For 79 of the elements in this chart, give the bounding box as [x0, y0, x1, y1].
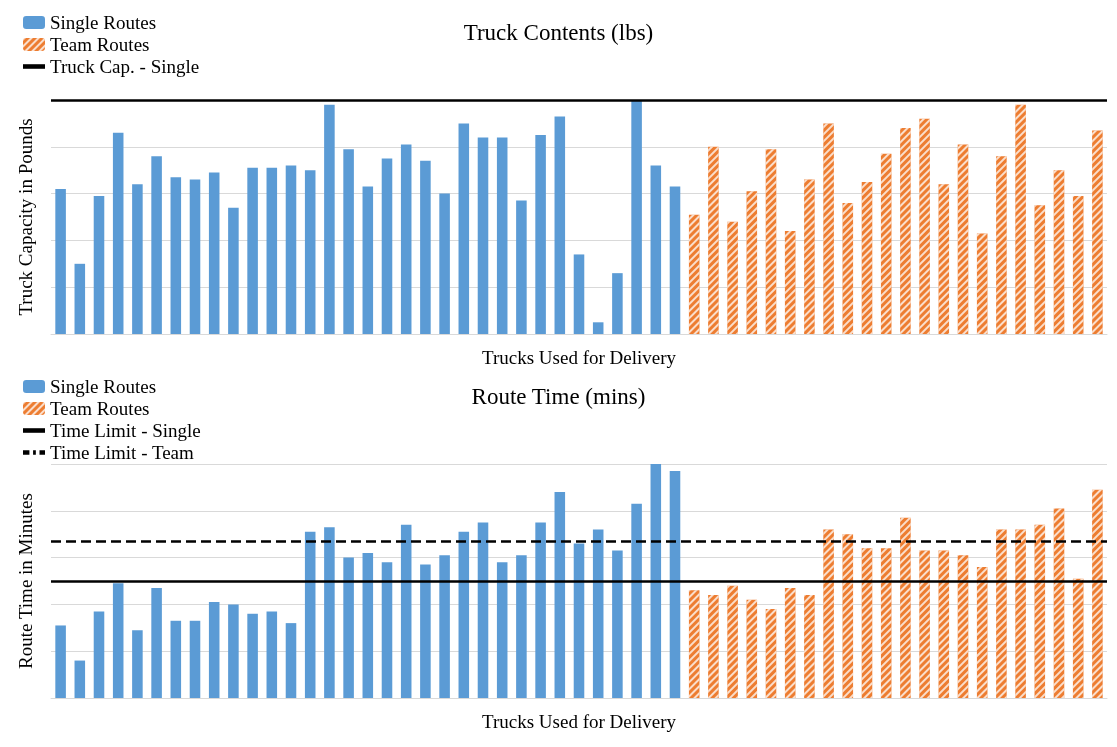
bar	[170, 620, 182, 698]
bar	[439, 555, 450, 698]
bar	[381, 158, 393, 334]
legend-label: Time Limit - Team	[50, 442, 195, 463]
bar	[266, 611, 278, 698]
bar	[208, 172, 220, 334]
bar	[612, 273, 623, 334]
bar	[324, 104, 335, 334]
bar	[304, 170, 316, 334]
bar	[400, 144, 412, 334]
bar	[516, 555, 527, 698]
bar	[650, 165, 662, 334]
bar	[573, 543, 585, 698]
bar	[170, 177, 182, 334]
bar	[592, 322, 604, 334]
bar	[74, 263, 86, 334]
bar	[458, 123, 470, 334]
bar	[496, 137, 508, 334]
bar	[55, 188, 66, 334]
bar	[93, 611, 105, 698]
bar	[208, 602, 220, 698]
bar	[324, 527, 335, 698]
bar	[573, 254, 585, 334]
bar	[439, 193, 450, 334]
bar	[132, 184, 143, 334]
bar	[362, 552, 374, 698]
bar	[477, 522, 489, 698]
bar	[650, 464, 662, 698]
chart-title: Truck Contents (lbs)	[463, 20, 654, 45]
bar	[74, 660, 86, 698]
bar	[381, 562, 393, 698]
chart-title: Route Time (mins)	[471, 384, 646, 409]
bar	[228, 207, 239, 334]
bar	[458, 531, 470, 698]
bar	[247, 613, 258, 698]
bar	[400, 524, 412, 698]
bar	[189, 620, 201, 698]
bar	[285, 623, 297, 698]
bar	[189, 179, 201, 334]
bar	[343, 557, 354, 698]
legend-label: Single Routes	[50, 376, 157, 397]
bar	[631, 503, 642, 698]
bar	[285, 165, 297, 334]
x-axis-title: Trucks Used for Delivery	[481, 347, 677, 368]
bar	[669, 471, 681, 698]
bar	[420, 564, 431, 698]
bar	[535, 135, 546, 334]
bar	[93, 195, 105, 334]
bar	[55, 625, 66, 698]
bar	[554, 492, 566, 698]
bar	[132, 630, 143, 698]
legend-label: Time Limit - Single	[50, 420, 201, 441]
bar	[266, 167, 278, 334]
bar	[631, 100, 642, 334]
y-axis-title: Truck Capacity in Pounds	[15, 118, 36, 316]
x-axis-title: Trucks Used for Delivery	[481, 711, 677, 732]
bar	[496, 562, 508, 698]
bar	[554, 116, 566, 334]
legend-label: Team Routes	[50, 398, 150, 419]
bar	[669, 186, 681, 334]
bar	[343, 149, 354, 334]
bar	[304, 531, 316, 698]
bar	[112, 583, 124, 698]
bar	[535, 522, 546, 698]
bar	[112, 132, 124, 334]
bar	[592, 529, 604, 698]
bar	[477, 137, 489, 334]
bar	[151, 156, 162, 334]
bar	[247, 167, 258, 334]
bar	[151, 588, 162, 698]
bar	[516, 200, 527, 334]
bar	[612, 550, 623, 698]
bar	[420, 160, 431, 334]
y-axis-title: Route Time in Minutes	[15, 493, 36, 669]
legend-label: Team Routes	[50, 34, 150, 55]
bar	[362, 186, 374, 334]
legend-label: Single Routes	[50, 12, 157, 33]
legend-label: Truck Cap. - Single	[50, 56, 200, 77]
bar	[228, 604, 239, 698]
